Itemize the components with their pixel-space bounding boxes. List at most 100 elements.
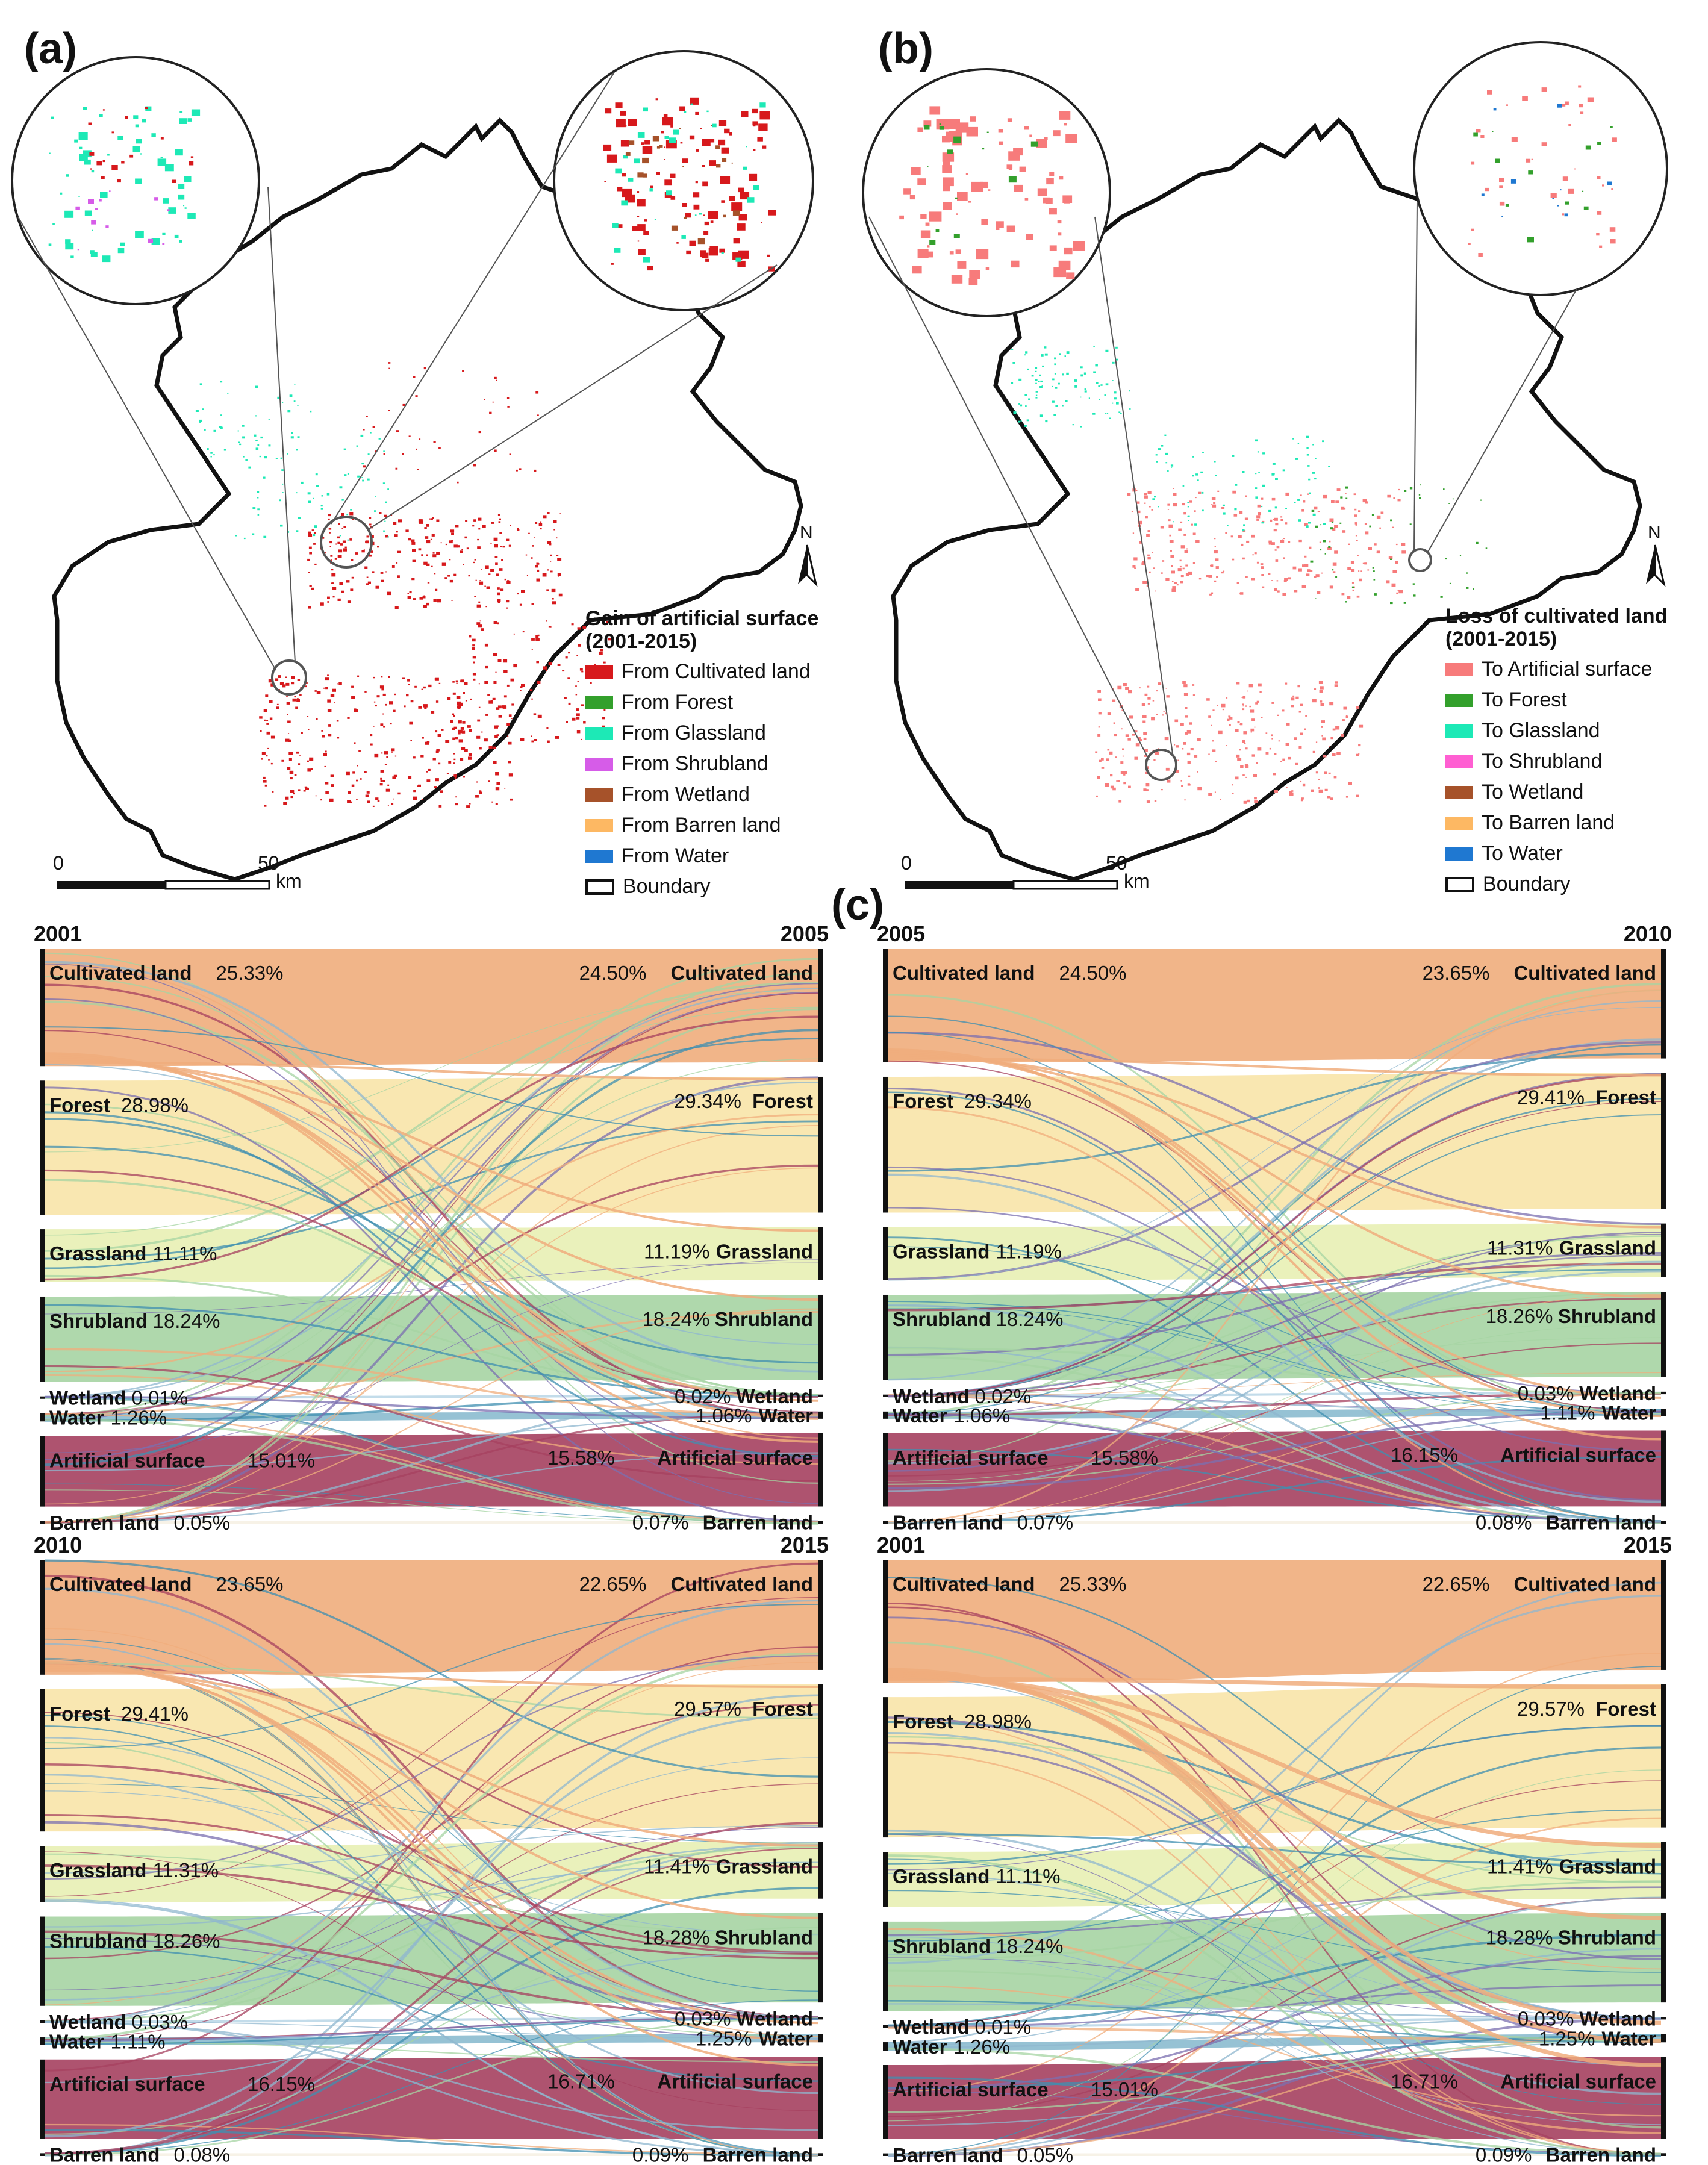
change-pixel — [681, 235, 686, 239]
change-pixel — [642, 173, 647, 178]
change-pixel — [432, 517, 434, 519]
change-pixel — [912, 266, 922, 274]
change-pixel — [337, 555, 342, 558]
change-pixel — [391, 748, 395, 752]
legend-label: To Artificial surface — [1482, 658, 1653, 681]
flow-line — [887, 1674, 1662, 1970]
change-pixel — [1165, 767, 1170, 771]
change-pixel — [352, 519, 354, 520]
flow-line — [44, 1662, 818, 1719]
change-pixel — [1074, 385, 1077, 388]
change-pixel — [684, 216, 687, 219]
change-pixel — [729, 132, 732, 136]
change-pixel — [661, 131, 664, 134]
change-pixel — [1291, 697, 1295, 701]
change-pixel — [1019, 166, 1026, 172]
change-pixel — [1403, 602, 1406, 604]
change-pixel — [1096, 795, 1098, 797]
change-pixel — [179, 240, 182, 243]
node-pct-right: 0.09% — [632, 2144, 689, 2165]
change-pixel — [1139, 541, 1142, 544]
change-pixel — [320, 602, 324, 606]
change-pixel — [747, 197, 755, 203]
change-pixel — [479, 580, 481, 581]
change-pixel — [1254, 797, 1257, 800]
change-pixel — [1194, 510, 1196, 512]
flow-line — [44, 1114, 818, 1373]
change-pixel — [1562, 104, 1566, 107]
change-pixel — [1288, 756, 1291, 760]
change-pixel — [1153, 567, 1155, 569]
change-pixel — [329, 532, 331, 534]
node-bar — [1661, 1560, 1666, 1670]
change-pixel — [101, 176, 105, 179]
change-pixel — [455, 525, 459, 528]
change-pixel — [328, 724, 331, 727]
flow-line — [887, 1606, 1662, 2042]
flow-line — [44, 1887, 818, 2155]
change-pixel — [281, 469, 284, 471]
change-pixel — [1259, 691, 1262, 693]
node-bar — [818, 1227, 823, 1280]
change-pixel — [384, 764, 387, 765]
change-pixel — [1397, 499, 1401, 502]
change-pixel — [535, 635, 539, 638]
change-pixel — [423, 605, 427, 608]
change-pixel — [1232, 490, 1236, 494]
change-pixel — [257, 444, 260, 446]
change-pixel — [264, 784, 267, 787]
flow-line — [44, 1898, 818, 2156]
change-pixel — [1261, 566, 1264, 569]
change-pixel — [495, 787, 500, 791]
legend-a: Gain of artificial surface (2001-2015) F… — [585, 607, 850, 902]
node-bar — [1661, 949, 1666, 1059]
change-pixel — [718, 120, 727, 126]
change-pixel — [1162, 560, 1165, 562]
change-pixel — [1152, 498, 1155, 500]
change-pixel — [380, 572, 384, 574]
change-pixel — [1401, 550, 1406, 554]
flow-line — [44, 1274, 818, 1397]
change-pixel — [621, 200, 628, 206]
change-pixel — [1035, 367, 1038, 369]
change-pixel — [724, 128, 730, 134]
change-pixel — [394, 755, 397, 757]
change-pixel — [917, 249, 929, 258]
change-pixel — [450, 529, 455, 533]
flow-line — [887, 1097, 1662, 1398]
change-pixel — [1298, 568, 1302, 572]
node-pct-left: 1.26% — [954, 2036, 1011, 2058]
change-pixel — [581, 738, 582, 740]
node-name-left: Barren land — [49, 2144, 160, 2165]
node-bar — [1661, 2057, 1666, 2139]
change-pixel — [628, 140, 635, 145]
flow-line — [44, 1103, 818, 1396]
change-pixel — [1188, 775, 1191, 777]
change-pixel — [1506, 104, 1508, 106]
change-pixel — [257, 491, 260, 493]
node-bar — [40, 1560, 45, 1675]
node-bar — [1661, 1223, 1666, 1277]
change-pixel — [379, 685, 384, 689]
change-pixel — [264, 456, 267, 459]
change-pixel — [268, 419, 270, 420]
change-pixel — [396, 562, 398, 564]
change-pixel — [546, 727, 549, 729]
change-pixel — [1158, 448, 1161, 450]
change-pixel — [287, 720, 291, 723]
change-pixel — [1147, 556, 1151, 560]
change-pixel — [453, 762, 455, 764]
change-pixel — [461, 549, 463, 550]
change-pixel — [654, 219, 656, 220]
flow-line — [887, 1955, 1662, 2090]
node-bar — [818, 2057, 823, 2139]
legend-label: From Forest — [622, 691, 734, 714]
flow-line — [44, 1489, 818, 1524]
change-pixel — [1210, 565, 1212, 567]
flow-line — [887, 1355, 1662, 1524]
change-pixel — [1138, 520, 1142, 525]
change-pixel — [1031, 375, 1034, 377]
flow-line — [44, 1660, 818, 2067]
change-pixel — [1195, 473, 1198, 476]
flow-line — [887, 1254, 1662, 1397]
